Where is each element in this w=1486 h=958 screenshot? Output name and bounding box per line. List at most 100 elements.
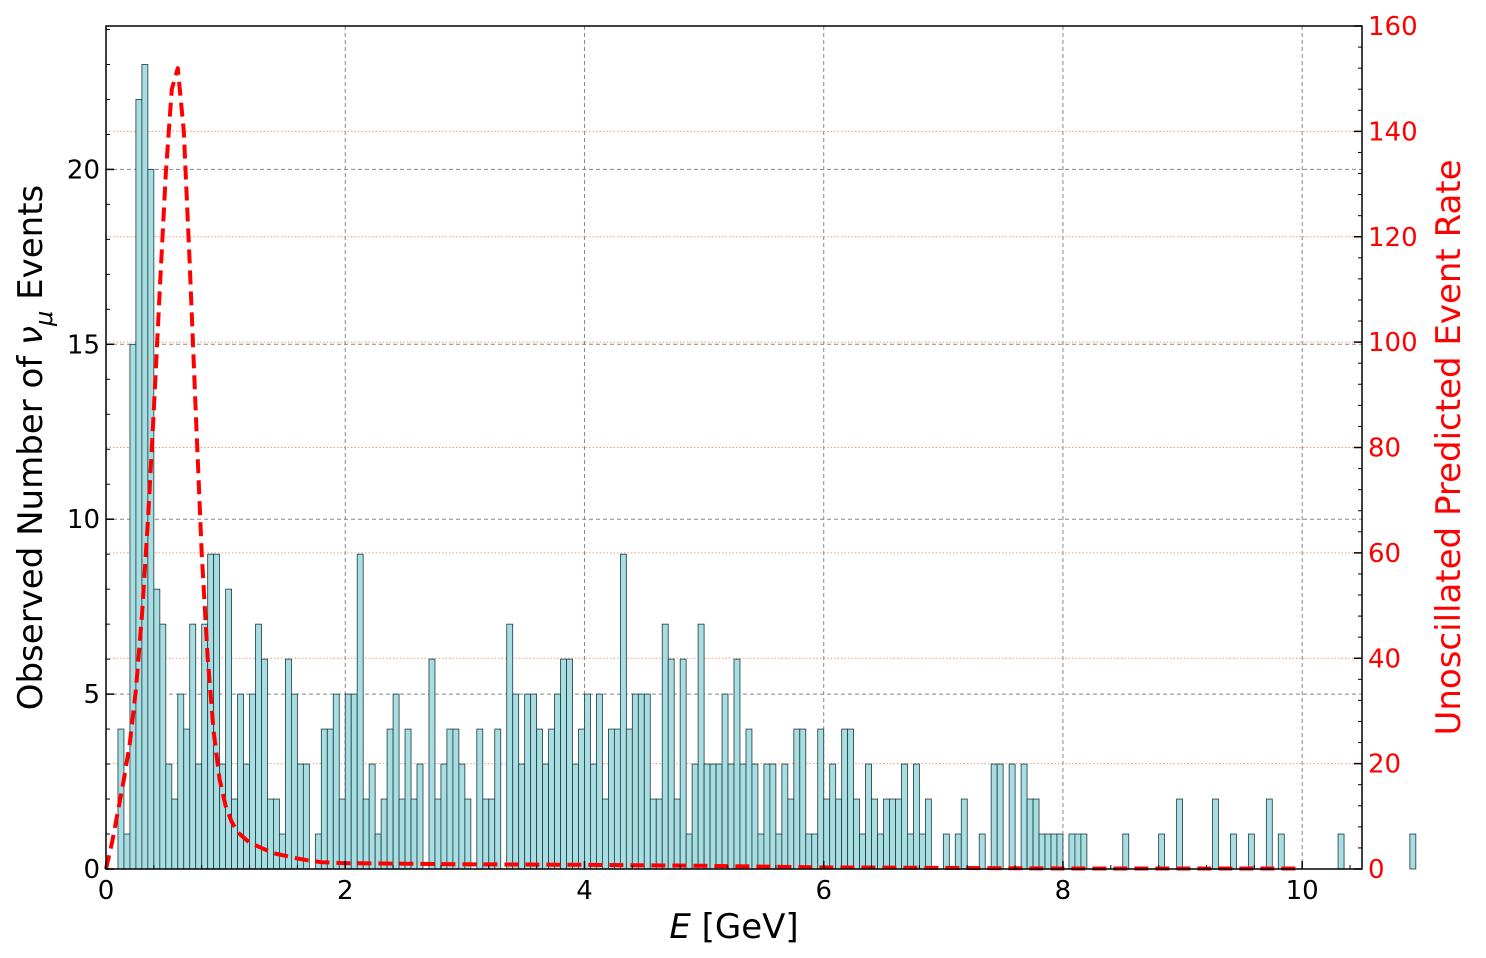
histogram-bar	[147, 169, 155, 870]
histogram-bar	[536, 728, 544, 870]
predicted-rate-line	[104, 66, 1303, 871]
histogram-bar	[721, 693, 729, 870]
histogram-bar	[1068, 833, 1076, 870]
left-y-axis-label: Observed Number of νμ Events	[11, 185, 58, 711]
histogram-bar	[302, 763, 310, 870]
histogram-bar	[787, 798, 795, 870]
histogram-bar	[978, 833, 986, 870]
y2-tick-label: 140	[1368, 117, 1418, 147]
y-tick-label: 5	[83, 680, 100, 710]
histogram-bar	[518, 763, 526, 870]
histogram-bar	[697, 623, 705, 870]
histogram-bar	[482, 798, 490, 870]
histogram-bar	[296, 763, 304, 870]
histogram-bar	[661, 623, 669, 870]
histogram-bar	[691, 763, 699, 870]
histogram-bar	[213, 553, 221, 870]
x-tick-label: 10	[1286, 876, 1319, 906]
y-tick-label: 0	[83, 855, 100, 885]
histogram-bar	[877, 833, 884, 870]
x-tick-label: 8	[1055, 876, 1072, 906]
right-axis-gridlines	[106, 130, 1362, 765]
histogram-bar	[183, 728, 191, 870]
predicted-rate-curve	[104, 66, 1303, 871]
histogram-bar	[584, 693, 591, 870]
x-tick-label: 0	[98, 876, 115, 906]
histogram-bar	[249, 693, 256, 870]
histogram-bar	[871, 798, 878, 870]
histogram-bar	[805, 833, 813, 870]
histogram-bar	[428, 658, 436, 870]
histogram-bar	[560, 658, 567, 870]
histogram-bar	[320, 728, 328, 870]
histogram-bar	[554, 693, 561, 870]
histogram-bar	[291, 693, 298, 870]
histogram-bar	[685, 833, 693, 870]
histogram-bar	[123, 833, 131, 870]
histogram-bar	[942, 833, 950, 870]
histogram-bar	[727, 763, 735, 870]
histogram-bar	[1044, 833, 1052, 870]
histogram-bar	[1176, 798, 1183, 870]
histogram-bar	[655, 798, 663, 870]
histogram-bar	[530, 693, 538, 870]
histogram-bar	[889, 798, 896, 870]
histogram-bar	[673, 798, 681, 870]
histogram-bar	[273, 798, 280, 870]
y2-tick-label: 20	[1368, 750, 1401, 780]
histogram-bar	[1020, 763, 1028, 870]
observed-histogram-bars	[117, 64, 1417, 870]
histogram-bar	[159, 623, 167, 870]
histogram-bar	[1080, 833, 1088, 870]
histogram-bar	[446, 728, 454, 870]
y2-tick-label: 80	[1368, 434, 1401, 464]
histogram-bar	[404, 728, 412, 870]
histogram-bar	[392, 693, 400, 870]
histogram-bar	[189, 623, 197, 870]
histogram-bar	[524, 693, 532, 870]
histogram-bar	[285, 658, 292, 870]
histogram-bar	[608, 728, 615, 870]
histogram-bar	[883, 798, 890, 870]
histogram-bar	[799, 728, 807, 870]
left-y-axis-label-mu: μ	[30, 311, 58, 327]
histogram-bar	[548, 728, 555, 870]
histogram-bar	[954, 833, 962, 870]
histogram-bar	[709, 763, 717, 870]
histogram-bar	[177, 693, 185, 870]
histogram-bar	[895, 798, 902, 870]
histogram-bar	[590, 763, 597, 870]
x-axis-unit: [GeV]	[691, 907, 799, 947]
histogram-bar	[643, 693, 651, 870]
histogram-bar	[793, 728, 801, 870]
histogram-bar	[332, 693, 340, 870]
histogram-bar	[153, 588, 161, 870]
histogram-bar	[434, 798, 442, 870]
histogram-bar	[924, 798, 932, 870]
histogram-bar	[368, 763, 376, 870]
y-tick-label: 20	[67, 155, 100, 185]
histogram-bar	[907, 833, 914, 870]
histogram-bar	[1050, 833, 1058, 870]
y2-tick-label: 60	[1368, 539, 1401, 569]
histogram-bar	[261, 658, 268, 870]
histogram-bar	[649, 798, 657, 870]
y2-tick-label: 40	[1368, 644, 1401, 674]
histogram-bar	[919, 833, 926, 870]
histogram-bar	[267, 798, 274, 870]
histogram-bar	[171, 798, 179, 870]
x-axis-ticks: 0 2 4 6 8 10	[98, 861, 1351, 906]
x-tick-label: 4	[576, 876, 593, 906]
histogram-bar	[841, 728, 849, 870]
histogram-bar	[913, 763, 920, 870]
histogram-bar	[1008, 763, 1016, 870]
histogram-bar	[231, 798, 238, 870]
histogram-bar	[362, 798, 370, 870]
histogram-bar	[542, 763, 549, 870]
histogram-bar	[1026, 798, 1034, 870]
histogram-bar	[751, 763, 759, 870]
histogram-bar	[135, 99, 143, 870]
histogram-bar	[410, 798, 418, 870]
histogram-bar	[326, 728, 334, 870]
x-axis-label: E [GeV]	[669, 907, 798, 947]
